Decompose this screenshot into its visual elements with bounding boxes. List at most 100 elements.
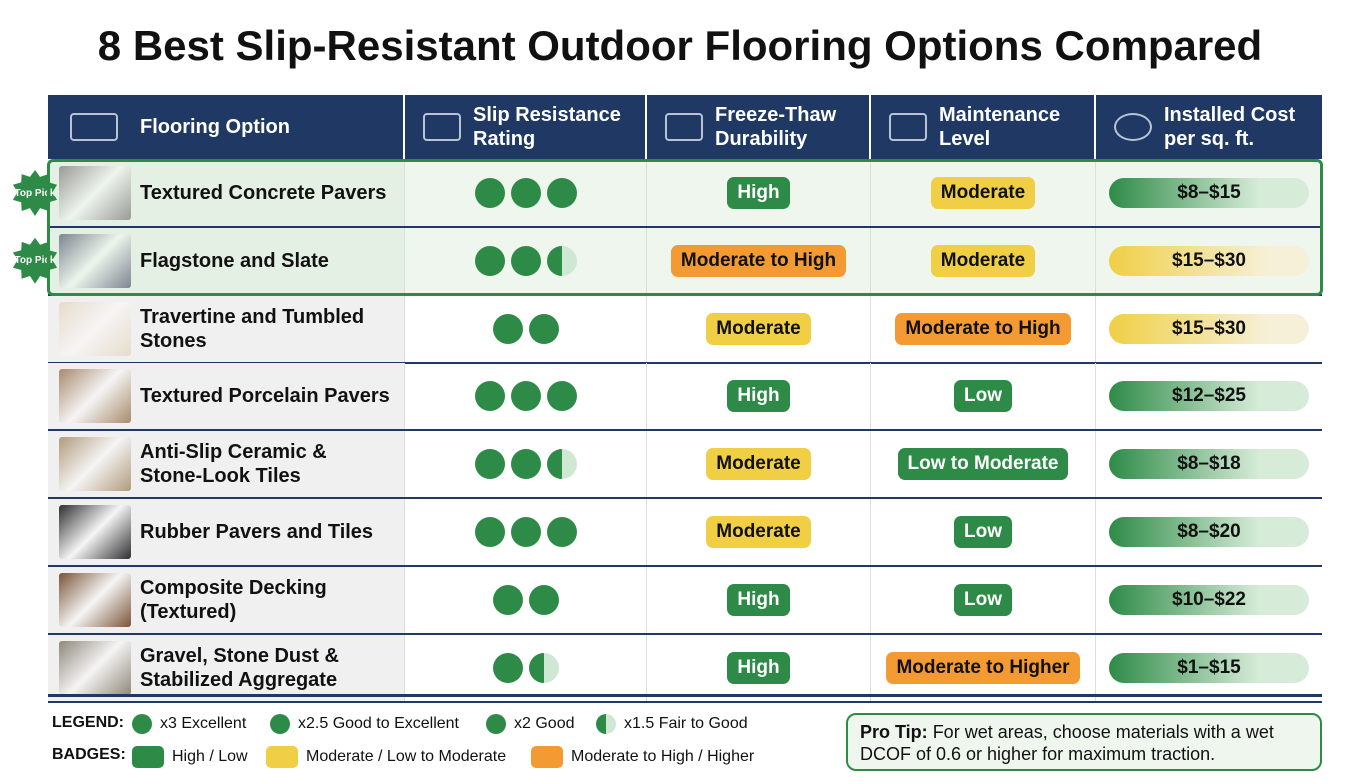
cost-bar: $15–$30 [1109, 313, 1309, 344]
table-row: Textured Porcelain Pavers High Low $12–$25 [48, 363, 1322, 432]
header-text: Freeze-Thaw Durability [715, 104, 837, 150]
option-name: Rubber Pavers and Tiles [140, 521, 374, 543]
option-cell: Textured Concrete Pavers [48, 160, 405, 226]
rating-cell [405, 160, 647, 226]
table-row: Textured Concrete Pavers High Moderate $8–$… [48, 160, 1322, 228]
badge-legend-item: Moderate / Low to Moderate [266, 746, 506, 768]
header-icon [423, 113, 461, 141]
rating-dot [492, 313, 523, 344]
rating-dot [528, 652, 559, 683]
rating [490, 313, 562, 344]
header-text: Flooring Option [140, 116, 290, 138]
badge-text: Moderate / Low to Moderate [306, 748, 507, 765]
legend-item: x1.5 Fair to Good [596, 714, 748, 734]
legend-text: x2 Good [514, 715, 575, 732]
badge-legend-item: Moderate to High / Higher [531, 746, 754, 768]
thumbnail [59, 505, 131, 559]
cost-cell: $10–$22 [1096, 567, 1322, 633]
maintenance-badge: Low to Moderate [897, 448, 1069, 481]
column-header: Slip Resistance Rating [405, 95, 647, 159]
badge-swatch [132, 746, 164, 768]
cost-bar: $8–$20 [1109, 517, 1309, 547]
cost-bar: $8–$15 [1109, 178, 1309, 208]
maintenance-cell: Moderate to High [871, 295, 1096, 362]
maintenance-cell: Moderate to Higher [871, 634, 1096, 701]
cost-cell: $15–$30 [1096, 296, 1322, 362]
durability-badge: Moderate [706, 312, 811, 345]
option-cell: Gravel, Stone Dust & Stabilized Aggregat… [48, 634, 405, 701]
cost-bar: $12–$25 [1109, 381, 1309, 412]
durability-badge: High [727, 583, 790, 616]
maintenance-cell: Low to Moderate [871, 431, 1096, 498]
option-cell: Composite Decking (Textured) [48, 566, 405, 633]
cost-cell: $12–$25 [1096, 363, 1322, 429]
legend-text: x1.5 Fair to Good [624, 715, 748, 732]
pro-tip-text: For wet areas, choose materials with a w… [860, 722, 1274, 764]
durability-badge: High [727, 177, 790, 209]
durability-badge: Moderate [706, 448, 811, 481]
option-name: Flagstone and Slate [140, 249, 329, 272]
rating-cell [405, 295, 647, 362]
option-name: Textured Porcelain Pavers [140, 385, 390, 408]
table-row: Rubber Pavers and Tiles Moderate Low $8–$20 [48, 499, 1322, 567]
cost-cell: $1–$15 [1096, 635, 1322, 701]
thumbnail [59, 166, 131, 220]
durability-badge: High [727, 380, 790, 413]
badge-text: High / Low [172, 748, 248, 765]
durability-cell: High [647, 160, 871, 226]
rating-dot [510, 245, 541, 276]
thumbnail [59, 640, 131, 695]
rating-dot [510, 517, 541, 547]
maintenance-badge: Moderate [930, 177, 1036, 209]
cost-bar: $10–$22 [1109, 584, 1309, 615]
rating-dot [492, 652, 523, 683]
option-cell: Flagstone and Slate [48, 227, 405, 294]
legend-item: x3 Excellent [132, 714, 246, 734]
header-icon [1114, 113, 1152, 141]
rating [472, 517, 580, 547]
rating [472, 449, 580, 480]
title: 8 Best Slip-Resistant Outdoor Flooring O… [97, 22, 1263, 69]
legend-label: LEGEND: [52, 714, 124, 731]
pro-tip: Pro Tip: For wet areas, choose materials… [846, 713, 1322, 771]
cost-bar: $1–$15 [1109, 652, 1309, 683]
durability-cell: Moderate to High [647, 227, 871, 294]
durability-cell: Moderate [647, 295, 871, 362]
rating-dot [492, 584, 523, 615]
option-cell: Travertine and Tumbled Stones [48, 295, 405, 362]
thumbnail [59, 233, 131, 288]
header-text: Slip Resistance Rating [473, 104, 621, 150]
maintenance-cell: Low [871, 566, 1096, 633]
thumbnail [59, 301, 131, 356]
rating-dot [510, 381, 541, 412]
header-icon [889, 113, 927, 141]
header-text: Installed Cost per sq. ft. [1164, 104, 1296, 150]
cost-cell: $8–$20 [1096, 499, 1322, 565]
thumbnail [59, 437, 131, 492]
rating-dot [474, 449, 505, 480]
maintenance-badge: Low [954, 380, 1012, 413]
legend-item: x2 Good [486, 714, 574, 734]
badge-text: Moderate to High / Higher [571, 748, 755, 765]
rating-dot [510, 178, 541, 208]
table-row: Gravel, Stone Dust & Stabilized Aggregat… [48, 634, 1322, 703]
column-header: Flooring Option [48, 95, 405, 159]
option-name: Travertine and Tumbled Stones [140, 305, 365, 352]
rating [490, 652, 562, 683]
rating-cell [405, 227, 647, 294]
rating-dot [546, 178, 577, 208]
column-header: Installed Cost per sq. ft. [1096, 95, 1322, 159]
column-header: Freeze-Thaw Durability [647, 95, 871, 159]
rating-cell [405, 566, 647, 633]
rating-dot [528, 584, 559, 615]
cost-bar: $8–$18 [1109, 449, 1309, 480]
rating-dot [474, 517, 505, 547]
rating-dot [528, 313, 559, 344]
maintenance-cell: Moderate [871, 227, 1096, 294]
option-name: Gravel, Stone Dust & Stabilized Aggregat… [140, 644, 339, 691]
maintenance-cell: Low [871, 499, 1096, 565]
option-cell: Anti-Slip Ceramic & Stone-Look Tiles [48, 431, 405, 498]
header-text: Maintenance Level [939, 104, 1061, 150]
rating-dot [474, 178, 505, 208]
